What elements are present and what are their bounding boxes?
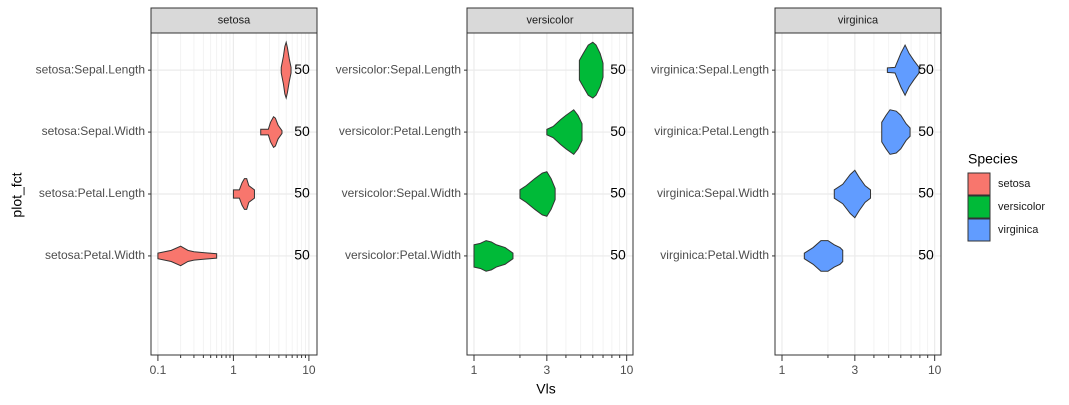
x-tick-label: 10 bbox=[302, 363, 316, 377]
violin bbox=[519, 171, 556, 217]
strip-label: versicolor bbox=[526, 14, 573, 26]
x-tick-label: 10 bbox=[928, 363, 942, 377]
count-label: 50 bbox=[918, 185, 934, 201]
y-tick-label: versicolor:Petal.Length bbox=[339, 124, 461, 138]
strip-label: setosa bbox=[218, 14, 251, 26]
y-tick-label: versicolor:Sepal.Width bbox=[342, 186, 461, 200]
y-axis-title: plot_fct bbox=[9, 172, 25, 217]
legend-key bbox=[967, 218, 991, 242]
x-axis-title: Vls bbox=[536, 381, 555, 397]
legend-title: Species bbox=[968, 151, 1018, 167]
violin bbox=[803, 240, 844, 272]
x-tick-label: 10 bbox=[620, 363, 634, 377]
y-tick-label: virginica:Petal.Length bbox=[654, 124, 769, 138]
y-tick-label: setosa:Petal.Width bbox=[45, 248, 145, 262]
violin bbox=[280, 40, 292, 100]
x-tick-label: 1 bbox=[471, 363, 478, 377]
x-tick-label: 1 bbox=[779, 363, 786, 377]
violin bbox=[886, 43, 920, 97]
y-tick-label: virginica:Petal.Width bbox=[660, 248, 769, 262]
violin bbox=[473, 240, 514, 272]
violin bbox=[232, 178, 255, 210]
count-label: 50 bbox=[294, 123, 310, 139]
count-label: 50 bbox=[610, 61, 626, 77]
violin bbox=[546, 109, 583, 156]
y-tick-label: virginica:Sepal.Width bbox=[657, 186, 769, 200]
x-tick-label: 0.1 bbox=[150, 363, 167, 377]
y-tick-label: versicolor:Petal.Width bbox=[345, 248, 461, 262]
violin bbox=[881, 109, 911, 155]
y-tick-label: setosa:Sepal.Length bbox=[36, 62, 145, 76]
count-label: 50 bbox=[610, 247, 626, 263]
legend-label: virginica bbox=[998, 224, 1039, 236]
count-label: 50 bbox=[918, 123, 934, 139]
count-label: 50 bbox=[918, 247, 934, 263]
violin bbox=[833, 169, 872, 219]
count-label: 50 bbox=[918, 61, 934, 77]
count-label: 50 bbox=[610, 185, 626, 201]
y-tick-label: setosa:Petal.Length bbox=[39, 186, 145, 200]
strip bbox=[150, 7, 318, 34]
x-tick-label: 3 bbox=[851, 363, 858, 377]
y-tick-label: virginica:Sepal.Length bbox=[651, 62, 769, 76]
count-label: 50 bbox=[294, 247, 310, 263]
count-label: 50 bbox=[294, 185, 310, 201]
count-label: 50 bbox=[610, 123, 626, 139]
strip bbox=[466, 7, 634, 34]
strip bbox=[774, 7, 942, 34]
strip-label: virginica bbox=[838, 14, 879, 26]
violin bbox=[578, 41, 604, 99]
x-tick-label: 1 bbox=[230, 363, 237, 377]
legend-key bbox=[967, 172, 991, 196]
y-tick-label: versicolor:Sepal.Length bbox=[336, 62, 461, 76]
legend-label: versicolor bbox=[998, 201, 1045, 213]
legend-label: setosa bbox=[998, 178, 1031, 190]
x-tick-label: 3 bbox=[543, 363, 550, 377]
violin bbox=[260, 116, 283, 149]
violin bbox=[157, 245, 218, 267]
y-tick-label: setosa:Sepal.Width bbox=[42, 124, 145, 138]
count-label: 50 bbox=[294, 61, 310, 77]
legend-key bbox=[967, 195, 991, 219]
